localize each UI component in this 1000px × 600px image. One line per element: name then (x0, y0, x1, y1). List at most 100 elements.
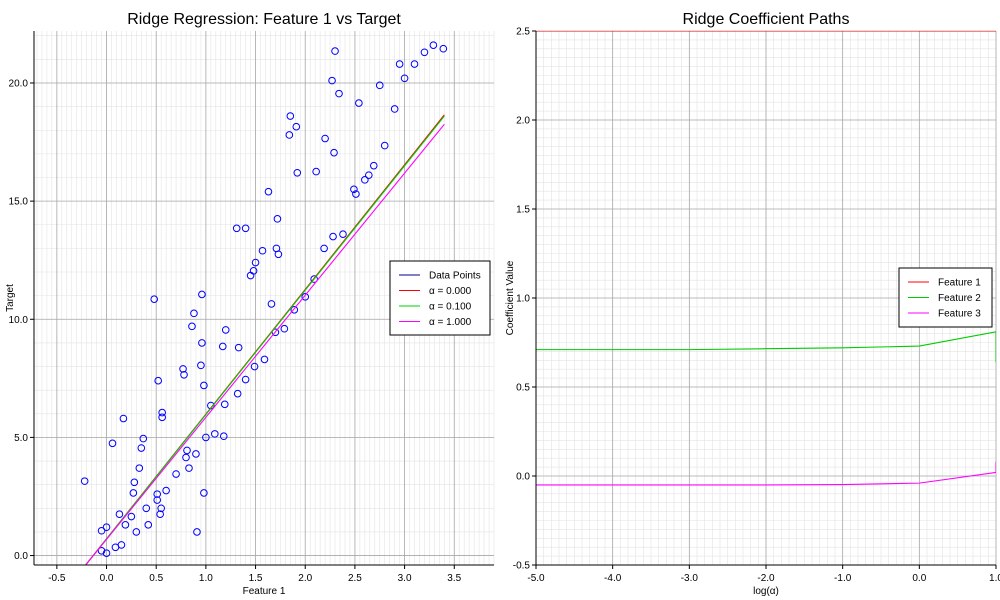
data-point (329, 232, 337, 241)
chart-title: Ridge Coefficient Paths (683, 11, 850, 28)
plot-area (536, 31, 996, 486)
x-tick-label: 0.0 (100, 573, 114, 584)
data-point (218, 342, 227, 351)
data-point (200, 381, 208, 390)
data-point (292, 122, 301, 131)
major-grid (535, 30, 997, 566)
data-point (232, 224, 241, 233)
legend-label: Feature 2 (938, 293, 981, 304)
x-tick-label: 0.5 (149, 573, 163, 584)
data-point (320, 244, 328, 253)
data-point (335, 89, 343, 98)
data-point (286, 112, 295, 120)
series-line-3 (85, 123, 445, 565)
data-point (153, 490, 161, 498)
y-tick-label: 10.0 (9, 315, 29, 326)
data-point (158, 408, 166, 417)
data-point (144, 521, 153, 529)
data-point (102, 523, 111, 531)
y-tick-label: 5.0 (14, 433, 28, 444)
data-point (185, 464, 193, 472)
legend-label: Feature 3 (938, 309, 981, 320)
data-point (352, 190, 360, 198)
data-point (183, 446, 191, 455)
data-point (139, 434, 148, 443)
data-point (410, 60, 419, 68)
series-line-2 (85, 115, 445, 565)
data-point (129, 489, 138, 497)
data-point (153, 496, 161, 504)
chart-title: Ridge Regression: Feature 1 vs Target (127, 11, 401, 28)
data-point (365, 171, 373, 179)
data-point (102, 549, 111, 557)
x-tick-label: -3.0 (681, 573, 699, 584)
legend-label: Data Points (429, 271, 481, 282)
data-point (273, 215, 282, 223)
data-point (251, 258, 260, 267)
x-tick-label: 1.0 (199, 573, 213, 584)
data-point (429, 41, 438, 49)
data-point (234, 343, 243, 352)
data-point (200, 489, 208, 497)
data-point (179, 365, 187, 373)
data-point (290, 306, 299, 314)
data-point (241, 375, 250, 384)
y-tick-label: 2.5 (516, 27, 530, 38)
legend-label: α = 0.000 (429, 286, 472, 297)
x-tick-label: -1.0 (834, 573, 852, 584)
legend: Feature 1 Feature 2 Feature 3 (898, 267, 993, 328)
x-tick-label: -4.0 (604, 573, 622, 584)
data-point (211, 430, 219, 438)
x-tick-label: 1.0 (989, 573, 1000, 584)
data-point (420, 48, 429, 57)
y-tick-label: 20.0 (9, 78, 29, 89)
data-point (150, 295, 159, 303)
data-point (142, 504, 151, 513)
data-point (221, 326, 230, 334)
data-point (156, 510, 164, 518)
data-point (180, 370, 188, 379)
data-point (157, 504, 165, 513)
legend-box (389, 260, 491, 336)
series-line-2 (536, 331, 996, 363)
chart-panel-1: -0.5 0.0 0.5 1.0 1.5 2.0 2.5 3.0 3.5 0.0 5.0 10.0 15… (5, 11, 495, 597)
y-axis-label: Target (5, 284, 16, 312)
y-tick-label: 2.0 (516, 116, 530, 127)
data-point (241, 224, 250, 233)
data-point (197, 361, 205, 370)
data-point (310, 275, 318, 283)
data-point (127, 512, 136, 521)
legend: Data Points α = 0.000 α = 0.100 α = 1.000 (389, 260, 491, 336)
data-point (331, 47, 339, 55)
data-point (115, 510, 124, 518)
y-tick-label: 1.0 (516, 294, 530, 305)
data-point (293, 168, 302, 177)
legend-label: α = 1.000 (429, 317, 472, 328)
data-point (267, 300, 276, 308)
data-point (198, 339, 206, 347)
x-tick-label: 0.0 (912, 573, 926, 584)
data-point (130, 478, 139, 487)
data-point (328, 76, 336, 85)
x-tick-label: 2.5 (348, 573, 362, 584)
chart-panel-2: -5.0 -4.0 -3.0 -2.0 -1.0 0.0 1.0 -0.5 0.0 0.5 1.0 1… (505, 11, 1000, 597)
data-point (117, 541, 126, 549)
x-tick-label: 3.0 (398, 573, 412, 584)
x-tick-label: 2.0 (298, 573, 312, 584)
plot-area (80, 41, 448, 565)
x-axis-label: log(α) (753, 586, 779, 597)
data-point (202, 433, 210, 442)
data-point (380, 141, 389, 150)
data-point (132, 528, 141, 536)
data-point (390, 105, 399, 113)
data-point (182, 453, 190, 462)
data-point (369, 161, 378, 170)
data-point (395, 60, 404, 68)
data-point (260, 355, 269, 364)
y-tick-label: 0.5 (516, 383, 530, 394)
data-point (258, 246, 267, 255)
data-point (301, 293, 310, 301)
data-point (220, 400, 229, 409)
data-point (274, 250, 283, 259)
x-tick-label: -0.5 (48, 573, 66, 584)
